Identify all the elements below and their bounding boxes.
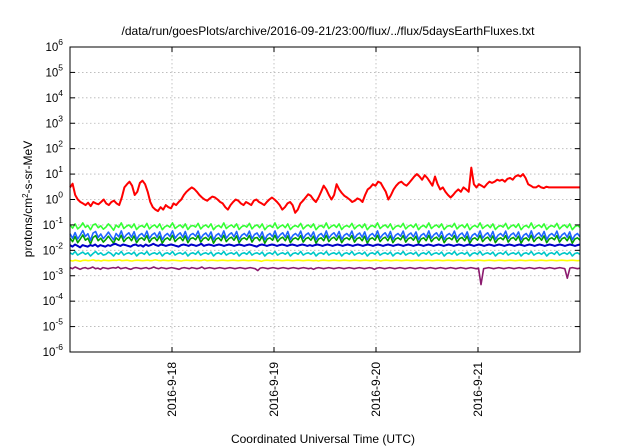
y-axis-label-base: protons/cm bbox=[21, 198, 35, 257]
y-axis-label-sup: 2 bbox=[21, 193, 30, 198]
x-tick-label: 2016-9-19 bbox=[267, 362, 281, 417]
series-line-7 bbox=[69, 166, 580, 214]
y-tick-label-exponent: 2 bbox=[58, 139, 63, 149]
x-axis-label: Coordinated Universal Time (UTC) bbox=[231, 432, 415, 446]
y-tick-label-base: 10 bbox=[45, 195, 58, 207]
y-tick-label-base: 10 bbox=[45, 118, 58, 130]
y-tick-label-exponent: -6 bbox=[55, 342, 63, 352]
y-tick-label: 10-6 bbox=[43, 342, 64, 359]
series-layer bbox=[69, 166, 581, 286]
y-tick-label: 10-5 bbox=[43, 317, 64, 334]
series-line-0 bbox=[69, 266, 581, 286]
y-tick-label: 10-1 bbox=[43, 215, 64, 232]
y-tick-label-exponent: 3 bbox=[58, 113, 63, 123]
y-tick-label-exponent: -2 bbox=[55, 240, 63, 250]
y-axis-label: protons/cm2-s-sr-MeV bbox=[21, 141, 36, 257]
y-tick-label: 103 bbox=[45, 113, 63, 130]
grid bbox=[70, 47, 580, 352]
y-tick-label-base: 10 bbox=[45, 169, 58, 181]
series-line-1 bbox=[69, 259, 581, 263]
y-tick-label: 106 bbox=[45, 37, 63, 54]
y-tick-label: 10-4 bbox=[43, 291, 64, 308]
y-tick-label-exponent: 6 bbox=[58, 37, 63, 47]
y-tick-label-base: 10 bbox=[45, 93, 58, 105]
y-tick-label-exponent: 5 bbox=[58, 62, 63, 72]
axes: 10-610-510-410-310-210-11001011021031041… bbox=[43, 37, 580, 417]
y-tick-label-exponent: -1 bbox=[55, 215, 63, 225]
chart-title: /data/run/goesPlots/archive/2016-09-21/2… bbox=[122, 24, 536, 38]
y-tick-label-exponent: -3 bbox=[55, 266, 63, 276]
series-line-3 bbox=[69, 234, 581, 245]
y-tick-label-exponent: 4 bbox=[58, 88, 63, 98]
y-tick-label-base: 10 bbox=[43, 220, 56, 232]
series-line-2 bbox=[69, 250, 581, 257]
y-tick-label: 101 bbox=[45, 164, 63, 181]
y-tick-label-base: 10 bbox=[43, 296, 56, 308]
y-tick-label: 102 bbox=[45, 139, 63, 156]
y-tick-label: 10-3 bbox=[43, 266, 64, 283]
y-tick-label-base: 10 bbox=[43, 322, 56, 334]
x-tick-label: 2016-9-18 bbox=[165, 362, 179, 417]
y-tick-label-exponent: 0 bbox=[58, 190, 63, 200]
y-tick-label-exponent: 1 bbox=[58, 164, 63, 174]
y-tick-label: 104 bbox=[45, 88, 63, 105]
y-tick-label-base: 10 bbox=[45, 67, 58, 79]
y-tick-label-base: 10 bbox=[43, 271, 56, 283]
y-axis-label-rest: -s-sr-MeV bbox=[21, 141, 35, 194]
series-line-5 bbox=[69, 242, 581, 249]
x-tick-label: 2016-9-21 bbox=[471, 362, 485, 417]
y-tick-label-exponent: -4 bbox=[55, 291, 63, 301]
y-tick-label: 100 bbox=[45, 190, 63, 207]
y-tick-label-base: 10 bbox=[43, 245, 56, 257]
y-tick-label: 105 bbox=[45, 62, 63, 79]
x-tick-label: 2016-9-20 bbox=[369, 362, 383, 417]
y-tick-label-base: 10 bbox=[45, 144, 58, 156]
y-tick-label: 10-2 bbox=[43, 240, 64, 257]
y-tick-label-exponent: -5 bbox=[55, 317, 63, 327]
y-tick-label-base: 10 bbox=[43, 347, 56, 359]
series-line-6 bbox=[69, 222, 581, 231]
series-line-4 bbox=[69, 229, 581, 241]
y-tick-label-base: 10 bbox=[45, 42, 58, 54]
